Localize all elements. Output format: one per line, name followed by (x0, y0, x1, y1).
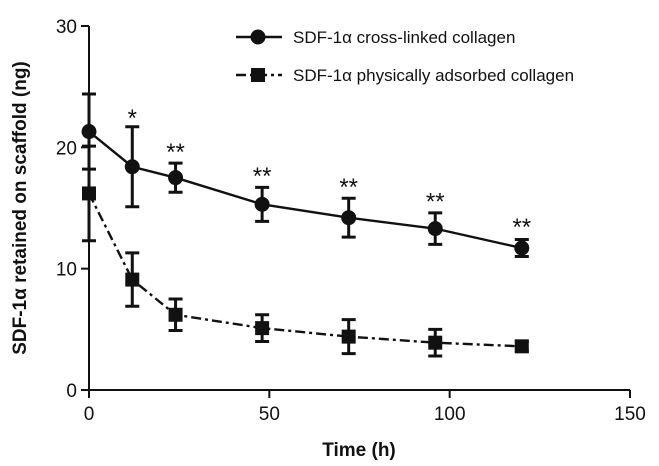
data-point-circle (81, 124, 97, 140)
markers (81, 124, 530, 354)
data-point-square (514, 339, 529, 354)
ticks: 0 50 100 150 0 10 20 30 (56, 17, 646, 425)
y-tick-label: 30 (56, 17, 77, 38)
x-tick-label: 0 (84, 404, 95, 425)
significance-label: ** (339, 174, 358, 201)
legend-label-1: SDF-1α cross-linked collagen (293, 28, 515, 47)
axes: Time (h) SDF-1α retained on scaffold (ng… (10, 26, 630, 461)
significance-label: ** (253, 163, 272, 190)
data-point-circle (514, 240, 530, 256)
data-point-circle (168, 170, 184, 186)
legend-marker-circle (250, 29, 266, 45)
series-line-1 (88, 130, 523, 250)
significance-label: ** (426, 189, 445, 216)
data-point-square (125, 272, 140, 287)
data-point-circle (427, 221, 443, 237)
y-tick-label: 20 (56, 138, 77, 159)
data-point-square (341, 329, 356, 344)
data-point-circle (341, 210, 357, 226)
significance-annotations: ***** ****** (128, 105, 532, 241)
significance-label: ** (512, 214, 531, 241)
x-axis-title: Time (h) (322, 440, 396, 461)
series-line-2 (87, 192, 522, 348)
y-tick-label: 0 (66, 381, 77, 402)
error-bars (82, 92, 529, 358)
x-tick-label: 100 (434, 404, 466, 425)
legend-marker-square (251, 68, 265, 82)
y-axis-title: SDF-1α retained on scaffold (ng) (10, 61, 31, 355)
data-point-circle (254, 196, 270, 212)
x-tick-label: 50 (259, 404, 280, 425)
significance-label: * (128, 105, 137, 132)
data-point-square (168, 307, 183, 322)
data-point-circle (124, 159, 140, 175)
data-point-square (255, 321, 270, 336)
legend: SDF-1α cross-linked collagen SDF-1α physi… (236, 28, 574, 85)
y-tick-label: 10 (56, 260, 77, 281)
data-point-square (82, 186, 96, 201)
series-lines (87, 130, 523, 348)
significance-label: ** (166, 139, 185, 166)
data-point-square (428, 335, 443, 350)
x-tick-label: 150 (614, 404, 646, 425)
legend-label-2: SDF-1α physically adsorbed collagen (293, 66, 574, 85)
